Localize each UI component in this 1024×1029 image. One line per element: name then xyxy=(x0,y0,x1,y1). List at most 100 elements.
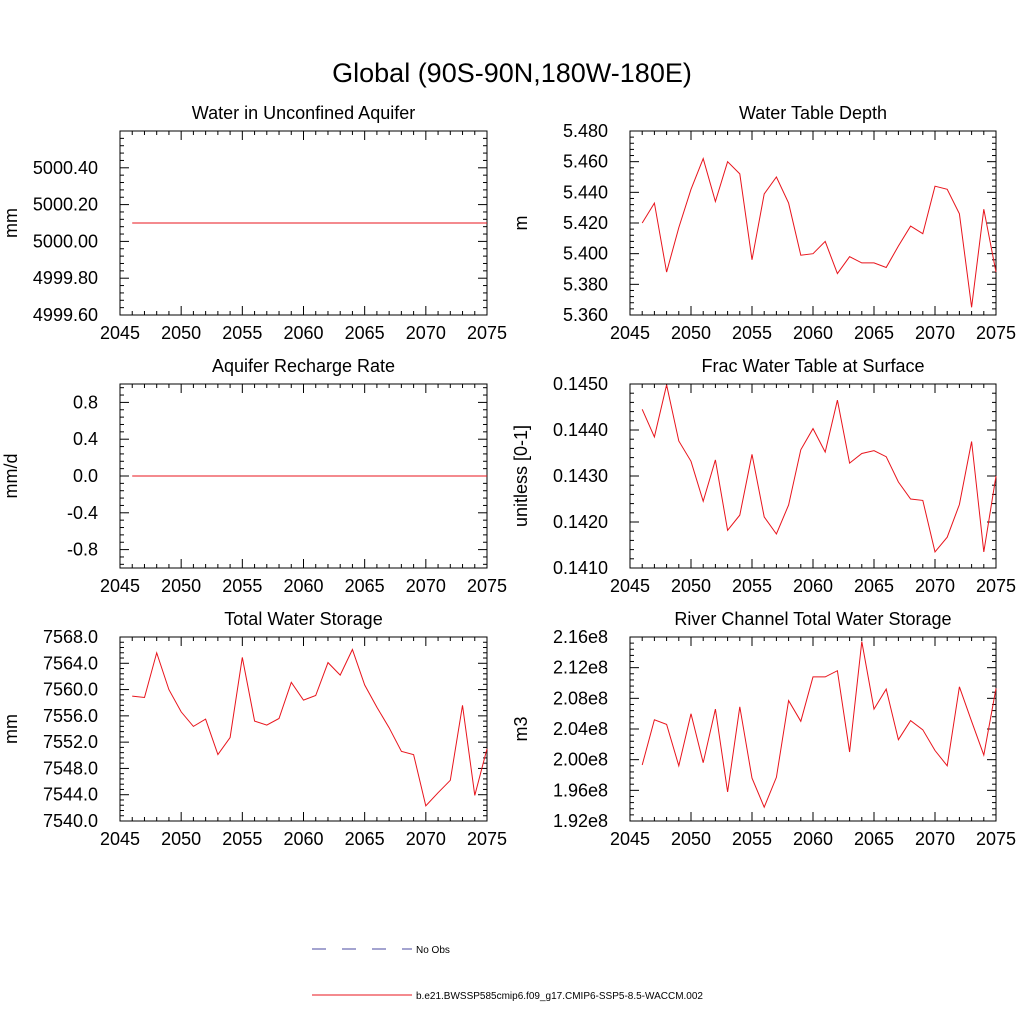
y-tick-label: 7548.0 xyxy=(43,758,98,778)
y-tick-label: 4999.80 xyxy=(33,268,98,288)
series-line xyxy=(641,384,997,553)
panels-group: Water in Unconfined Aquifer mm 2045 2050 205… xyxy=(1,103,1016,849)
panel-2: Water Table Depth m 2045 2050 2055 2060 2065 20… xyxy=(511,103,1016,343)
y-tick-label: 7568.0 xyxy=(43,627,98,647)
x-tick-label: 2075 xyxy=(467,576,507,596)
x-tick-label: 2045 xyxy=(610,323,650,343)
y-tick-label: 5.420 xyxy=(563,213,608,233)
y-tick-label: -0.8 xyxy=(67,540,98,560)
y-tick-label: 5000.20 xyxy=(33,195,98,215)
x-tick-label: 2070 xyxy=(915,576,955,596)
y-tick-label: 2.00e8 xyxy=(553,750,608,770)
x-tick-label: 2050 xyxy=(161,576,201,596)
y-tick-label: 0.1420 xyxy=(553,512,608,532)
y-tick-label: 7552.0 xyxy=(43,732,98,752)
panel-1: Water in Unconfined Aquifer mm 2045 2050 205… xyxy=(1,103,507,343)
y-tick-label: 0.1430 xyxy=(553,466,608,486)
x-tick-label: 2075 xyxy=(976,829,1016,849)
y-tick-label: 0.0 xyxy=(73,466,98,486)
y-tick-label: 5.460 xyxy=(563,152,608,172)
y-axis-label: m3 xyxy=(511,716,531,741)
x-tick-label: 2055 xyxy=(732,829,772,849)
y-tick-label: 7556.0 xyxy=(43,706,98,726)
y-tick-label: 2.16e8 xyxy=(553,627,608,647)
x-tick-label: 2050 xyxy=(161,323,201,343)
y-axis-label: mm xyxy=(1,714,21,744)
y-tick-label: 5000.00 xyxy=(33,231,98,251)
x-tick-label: 2045 xyxy=(100,323,140,343)
y-tick-label: 2.04e8 xyxy=(553,719,608,739)
panel-title: Water in Unconfined Aquifer xyxy=(192,103,415,123)
x-tick-label: 2075 xyxy=(976,576,1016,596)
x-tick-label: 2050 xyxy=(671,323,711,343)
figure-title: Global (90S-90N,180W-180E) xyxy=(332,58,692,88)
x-tick-label: 2075 xyxy=(976,323,1016,343)
x-tick-label: 2065 xyxy=(854,576,894,596)
plot-frame xyxy=(629,130,997,316)
y-tick-label: 2.12e8 xyxy=(553,658,608,678)
x-tick-label: 2065 xyxy=(345,323,385,343)
x-tick-label: 2045 xyxy=(100,576,140,596)
y-tick-label: 5.400 xyxy=(563,244,608,264)
x-tick-label: 2050 xyxy=(161,829,201,849)
x-tick-label: 2070 xyxy=(915,829,955,849)
legend-no-obs-label: No Obs xyxy=(416,945,450,956)
y-tick-label: 5.360 xyxy=(563,305,608,325)
x-tick-label: 2065 xyxy=(345,829,385,849)
legend-model-label: b.e21.BWSSP585cmip6.f09_g17.CMIP6-SSP5-8… xyxy=(416,991,703,1002)
y-tick-label: 0.8 xyxy=(73,392,98,412)
panel-title: Aquifer Recharge Rate xyxy=(212,356,395,376)
x-tick-label: 2065 xyxy=(854,323,894,343)
x-tick-label: 2055 xyxy=(222,829,262,849)
x-tick-label: 2065 xyxy=(854,829,894,849)
y-tick-label: -0.4 xyxy=(67,503,98,523)
x-tick-label: 2050 xyxy=(671,829,711,849)
y-tick-label: 7560.0 xyxy=(43,680,98,700)
x-tick-label: 2075 xyxy=(467,829,507,849)
y-tick-label: 1.96e8 xyxy=(553,780,608,800)
x-tick-label: 2055 xyxy=(732,576,772,596)
x-tick-label: 2060 xyxy=(283,829,323,849)
legend: No Obs b.e21.BWSSP585cmip6.f09_g17.CMIP6… xyxy=(312,945,703,1002)
y-axis-label: mm xyxy=(1,208,21,238)
x-tick-label: 2060 xyxy=(793,323,833,343)
x-tick-label: 2070 xyxy=(406,576,446,596)
x-tick-label: 2055 xyxy=(732,323,772,343)
y-tick-label: 4999.60 xyxy=(33,305,98,325)
x-tick-label: 2070 xyxy=(915,323,955,343)
plot-frame xyxy=(629,636,997,822)
x-tick-label: 2055 xyxy=(222,323,262,343)
y-axis-label: unitless [0-1] xyxy=(511,425,531,527)
x-tick-label: 2045 xyxy=(610,829,650,849)
x-tick-label: 2055 xyxy=(222,576,262,596)
panel-5: Total Water Storage mm 2045 2050 2055 2060 206… xyxy=(1,609,507,849)
x-tick-label: 2060 xyxy=(283,323,323,343)
x-tick-label: 2045 xyxy=(610,576,650,596)
y-axis-label: mm/d xyxy=(1,454,21,499)
x-tick-label: 2070 xyxy=(406,323,446,343)
x-tick-label: 2075 xyxy=(467,323,507,343)
plot-frame xyxy=(119,636,488,822)
panel-title: Frac Water Table at Surface xyxy=(701,356,924,376)
series-line xyxy=(641,157,997,308)
x-tick-label: 2050 xyxy=(671,576,711,596)
y-tick-label: 7544.0 xyxy=(43,785,98,805)
y-tick-label: 7540.0 xyxy=(43,811,98,831)
y-tick-label: 5.480 xyxy=(563,121,608,141)
plot-frame xyxy=(629,383,997,569)
x-tick-label: 2060 xyxy=(283,576,323,596)
x-tick-label: 2045 xyxy=(100,829,140,849)
series-line xyxy=(132,648,488,807)
x-tick-label: 2070 xyxy=(406,829,446,849)
panel-title: River Channel Total Water Storage xyxy=(674,609,951,629)
panel-6: River Channel Total Water Storage m3 2045 2… xyxy=(511,609,1016,849)
x-tick-label: 2060 xyxy=(793,829,833,849)
y-tick-label: 5000.40 xyxy=(33,158,98,178)
y-tick-label: 0.1450 xyxy=(553,374,608,394)
y-tick-label: 5.440 xyxy=(563,182,608,202)
y-tick-label: 2.08e8 xyxy=(553,688,608,708)
y-axis-label: m xyxy=(511,216,531,231)
y-tick-label: 7564.0 xyxy=(43,653,98,673)
